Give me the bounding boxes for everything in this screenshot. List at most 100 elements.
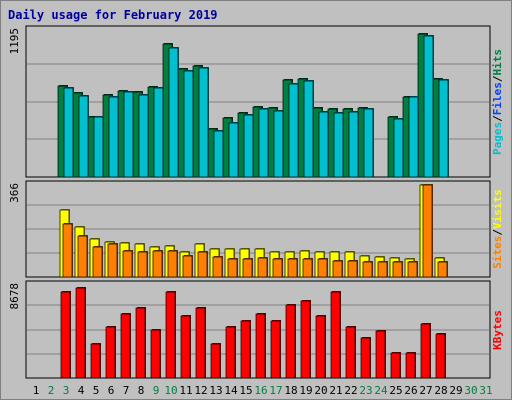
x-tick-label-day-19: 19 [299, 384, 312, 397]
kbytes-bar-day-22 [345, 326, 356, 379]
pages-bar-day-27 [423, 35, 434, 178]
pages-bar-day-21 [333, 112, 344, 178]
x-tick-label-day-17: 17 [269, 384, 282, 397]
sites-bar-day-11 [182, 255, 193, 278]
x-tick-label-day-13: 13 [209, 384, 222, 397]
x-tick-label-day-16: 16 [254, 384, 267, 397]
pages-bar-day-23 [363, 108, 374, 178]
panel-3-max-label: 8678 [8, 283, 21, 310]
kbytes-bar-day-21 [330, 291, 341, 379]
kbytes-bar-day-3 [60, 291, 71, 379]
sites-bar-day-14 [227, 258, 238, 278]
kbytes-bar-day-5 [90, 343, 101, 379]
pages-bar-day-9 [153, 87, 164, 178]
x-tick-label-day-10: 10 [164, 384, 177, 397]
kbytes-bar-day-9 [150, 329, 161, 379]
pages-bar-day-25 [393, 118, 404, 178]
sites-bar-day-19 [302, 258, 313, 278]
x-tick-label-day-31: 31 [479, 384, 492, 397]
sites-bar-day-12 [197, 251, 208, 278]
pages-bar-day-12 [198, 67, 209, 178]
x-tick-label-day-18: 18 [284, 384, 297, 397]
x-tick-label-day-5: 5 [93, 384, 100, 397]
x-tick-label-day-3: 3 [63, 384, 70, 397]
sites-bar-day-26 [407, 261, 418, 278]
kbytes-bar-day-20 [315, 315, 326, 379]
kbytes-bar-day-11 [180, 315, 191, 379]
kbytes-bar-day-7 [120, 313, 131, 379]
sites-bar-day-18 [287, 258, 298, 278]
legend-separator: / [491, 229, 504, 236]
pages-bar-day-18 [288, 83, 299, 178]
kbytes-bar-day-19 [300, 300, 311, 379]
kbytes-bar-day-6 [105, 326, 116, 379]
sites-bar-day-3 [62, 223, 73, 278]
kbytes-bar-day-12 [195, 307, 206, 379]
pages-bar-day-13 [213, 130, 224, 178]
kbytes-bar-day-8 [135, 307, 146, 379]
sites-bar-day-9 [152, 250, 163, 278]
x-tick-label-day-22: 22 [344, 384, 357, 397]
x-tick-label-day-15: 15 [239, 384, 252, 397]
pages-bar-day-26 [408, 96, 419, 178]
sites-bar-day-7 [122, 250, 133, 278]
pages-bar-day-4 [78, 95, 89, 178]
kbytes-bar-day-24 [375, 330, 386, 379]
chart-title: Daily usage for February 2019 [8, 8, 218, 22]
legend-separator: / [491, 75, 504, 82]
kbytes-bar-day-4 [75, 287, 86, 379]
sites-bar-day-24 [377, 261, 388, 278]
pages-bar-day-20 [318, 111, 329, 178]
pages-bar-day-16 [258, 108, 269, 178]
legend-files: Files [491, 82, 504, 115]
x-tick-label-day-6: 6 [108, 384, 115, 397]
x-tick-label-day-9: 9 [153, 384, 160, 397]
sites-bar-day-5 [92, 246, 103, 278]
pages-bar-day-8 [138, 94, 149, 178]
pages-bar-day-10 [168, 47, 179, 178]
sites-bar-day-6 [107, 243, 118, 278]
x-tick-label-day-28: 28 [434, 384, 447, 397]
x-tick-label-day-23: 23 [359, 384, 372, 397]
x-tick-label-day-30: 30 [464, 384, 477, 397]
panel-2-legend: Sites/Visits [491, 189, 504, 269]
sites-bar-day-27 [422, 184, 433, 278]
x-tick-label-day-8: 8 [138, 384, 145, 397]
kbytes-bar-day-15 [240, 320, 251, 379]
pages-bar-day-3 [63, 87, 74, 178]
sites-bar-day-16 [257, 257, 268, 278]
kbytes-bar-day-13 [210, 343, 221, 379]
legend-visits: Visits [491, 189, 504, 229]
x-tick-label-day-14: 14 [224, 384, 238, 397]
kbytes-bar-day-18 [285, 304, 296, 379]
x-tick-label-day-4: 4 [78, 384, 85, 397]
kbytes-bar-day-27 [420, 323, 431, 379]
sites-bar-day-23 [362, 261, 373, 278]
sites-bar-day-8 [137, 251, 148, 278]
sites-bar-day-25 [392, 261, 403, 278]
kbytes-bar-day-14 [225, 326, 236, 379]
panel-3-legend: KBytes [491, 310, 504, 350]
x-tick-label-day-27: 27 [419, 384, 432, 397]
sites-bar-day-22 [347, 260, 358, 278]
sites-bar-day-21 [332, 260, 343, 278]
x-tick-label-day-7: 7 [123, 384, 130, 397]
sites-bar-day-4 [77, 235, 88, 278]
kbytes-bar-day-16 [255, 313, 266, 379]
pages-bar-day-5 [93, 116, 104, 178]
legend-pages: Pages [491, 122, 504, 155]
sites-bar-day-13 [212, 256, 223, 278]
pages-bar-day-28 [438, 79, 449, 178]
pages-bar-day-15 [243, 114, 254, 178]
pages-bar-day-11 [183, 70, 194, 178]
sites-bar-day-20 [317, 258, 328, 278]
panel-2-max-label: 366 [8, 183, 21, 203]
kbytes-bar-day-25 [390, 352, 401, 379]
kbytes-bar-day-10 [165, 291, 176, 379]
sites-bar-day-28 [437, 261, 448, 278]
pages-bar-day-17 [273, 110, 284, 178]
kbytes-bar-day-17 [270, 320, 281, 379]
kbytes-bar-day-26 [405, 352, 416, 379]
legend-sites: Sites [491, 236, 504, 269]
